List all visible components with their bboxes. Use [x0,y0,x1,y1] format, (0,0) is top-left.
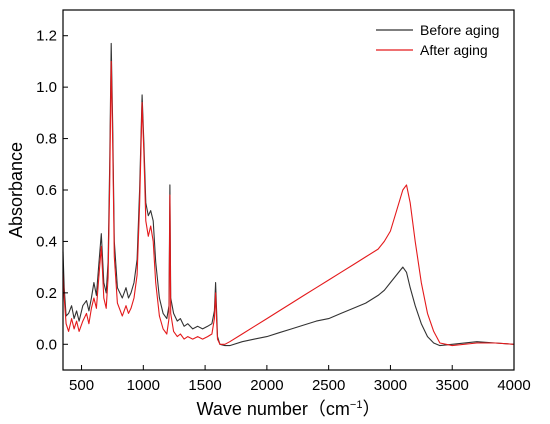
y-tick-label: 0.2 [36,285,57,302]
plot-frame [62,9,515,371]
x-axis-title: Wave number（cm−1） [197,399,381,419]
x-axis-title-close: ） [362,399,380,419]
x-tick-label: 2500 [312,377,345,394]
series-layer [62,42,515,347]
ticks-layer: 500 1000 1500 2000 2500 3000 3500 4000 0.0 0.2 0.4… [36,28,531,394]
y-tick-label: 0.0 [36,336,57,353]
y-tick-label: 0.6 [36,182,57,199]
x-tick-label: 3500 [436,377,469,394]
x-tick-label: 1000 [127,377,160,394]
series-line-after-aging [62,60,515,347]
x-tick-label: 4000 [497,377,530,394]
x-tick-label: 1500 [188,377,221,394]
x-axis-title-exponent: −1 [350,399,363,411]
y-tick-label: 1.0 [36,79,57,96]
legend-label-after-aging: After aging [420,42,488,58]
x-tick-label: 3000 [374,377,407,394]
y-axis-title: Absorbance [6,142,26,238]
y-tick-label: 1.2 [36,28,57,45]
x-tick-label: 500 [69,377,94,394]
x-tick-label: 2000 [250,377,283,394]
legend-label-before-aging: Before aging [420,22,499,38]
y-tick-label: 0.8 [36,131,57,148]
series-line-before-aging [62,42,515,347]
y-tick-label: 0.4 [36,233,57,250]
x-axis-title-main: Wave number（cm [197,399,350,419]
legend: Before aging After aging [376,22,499,58]
